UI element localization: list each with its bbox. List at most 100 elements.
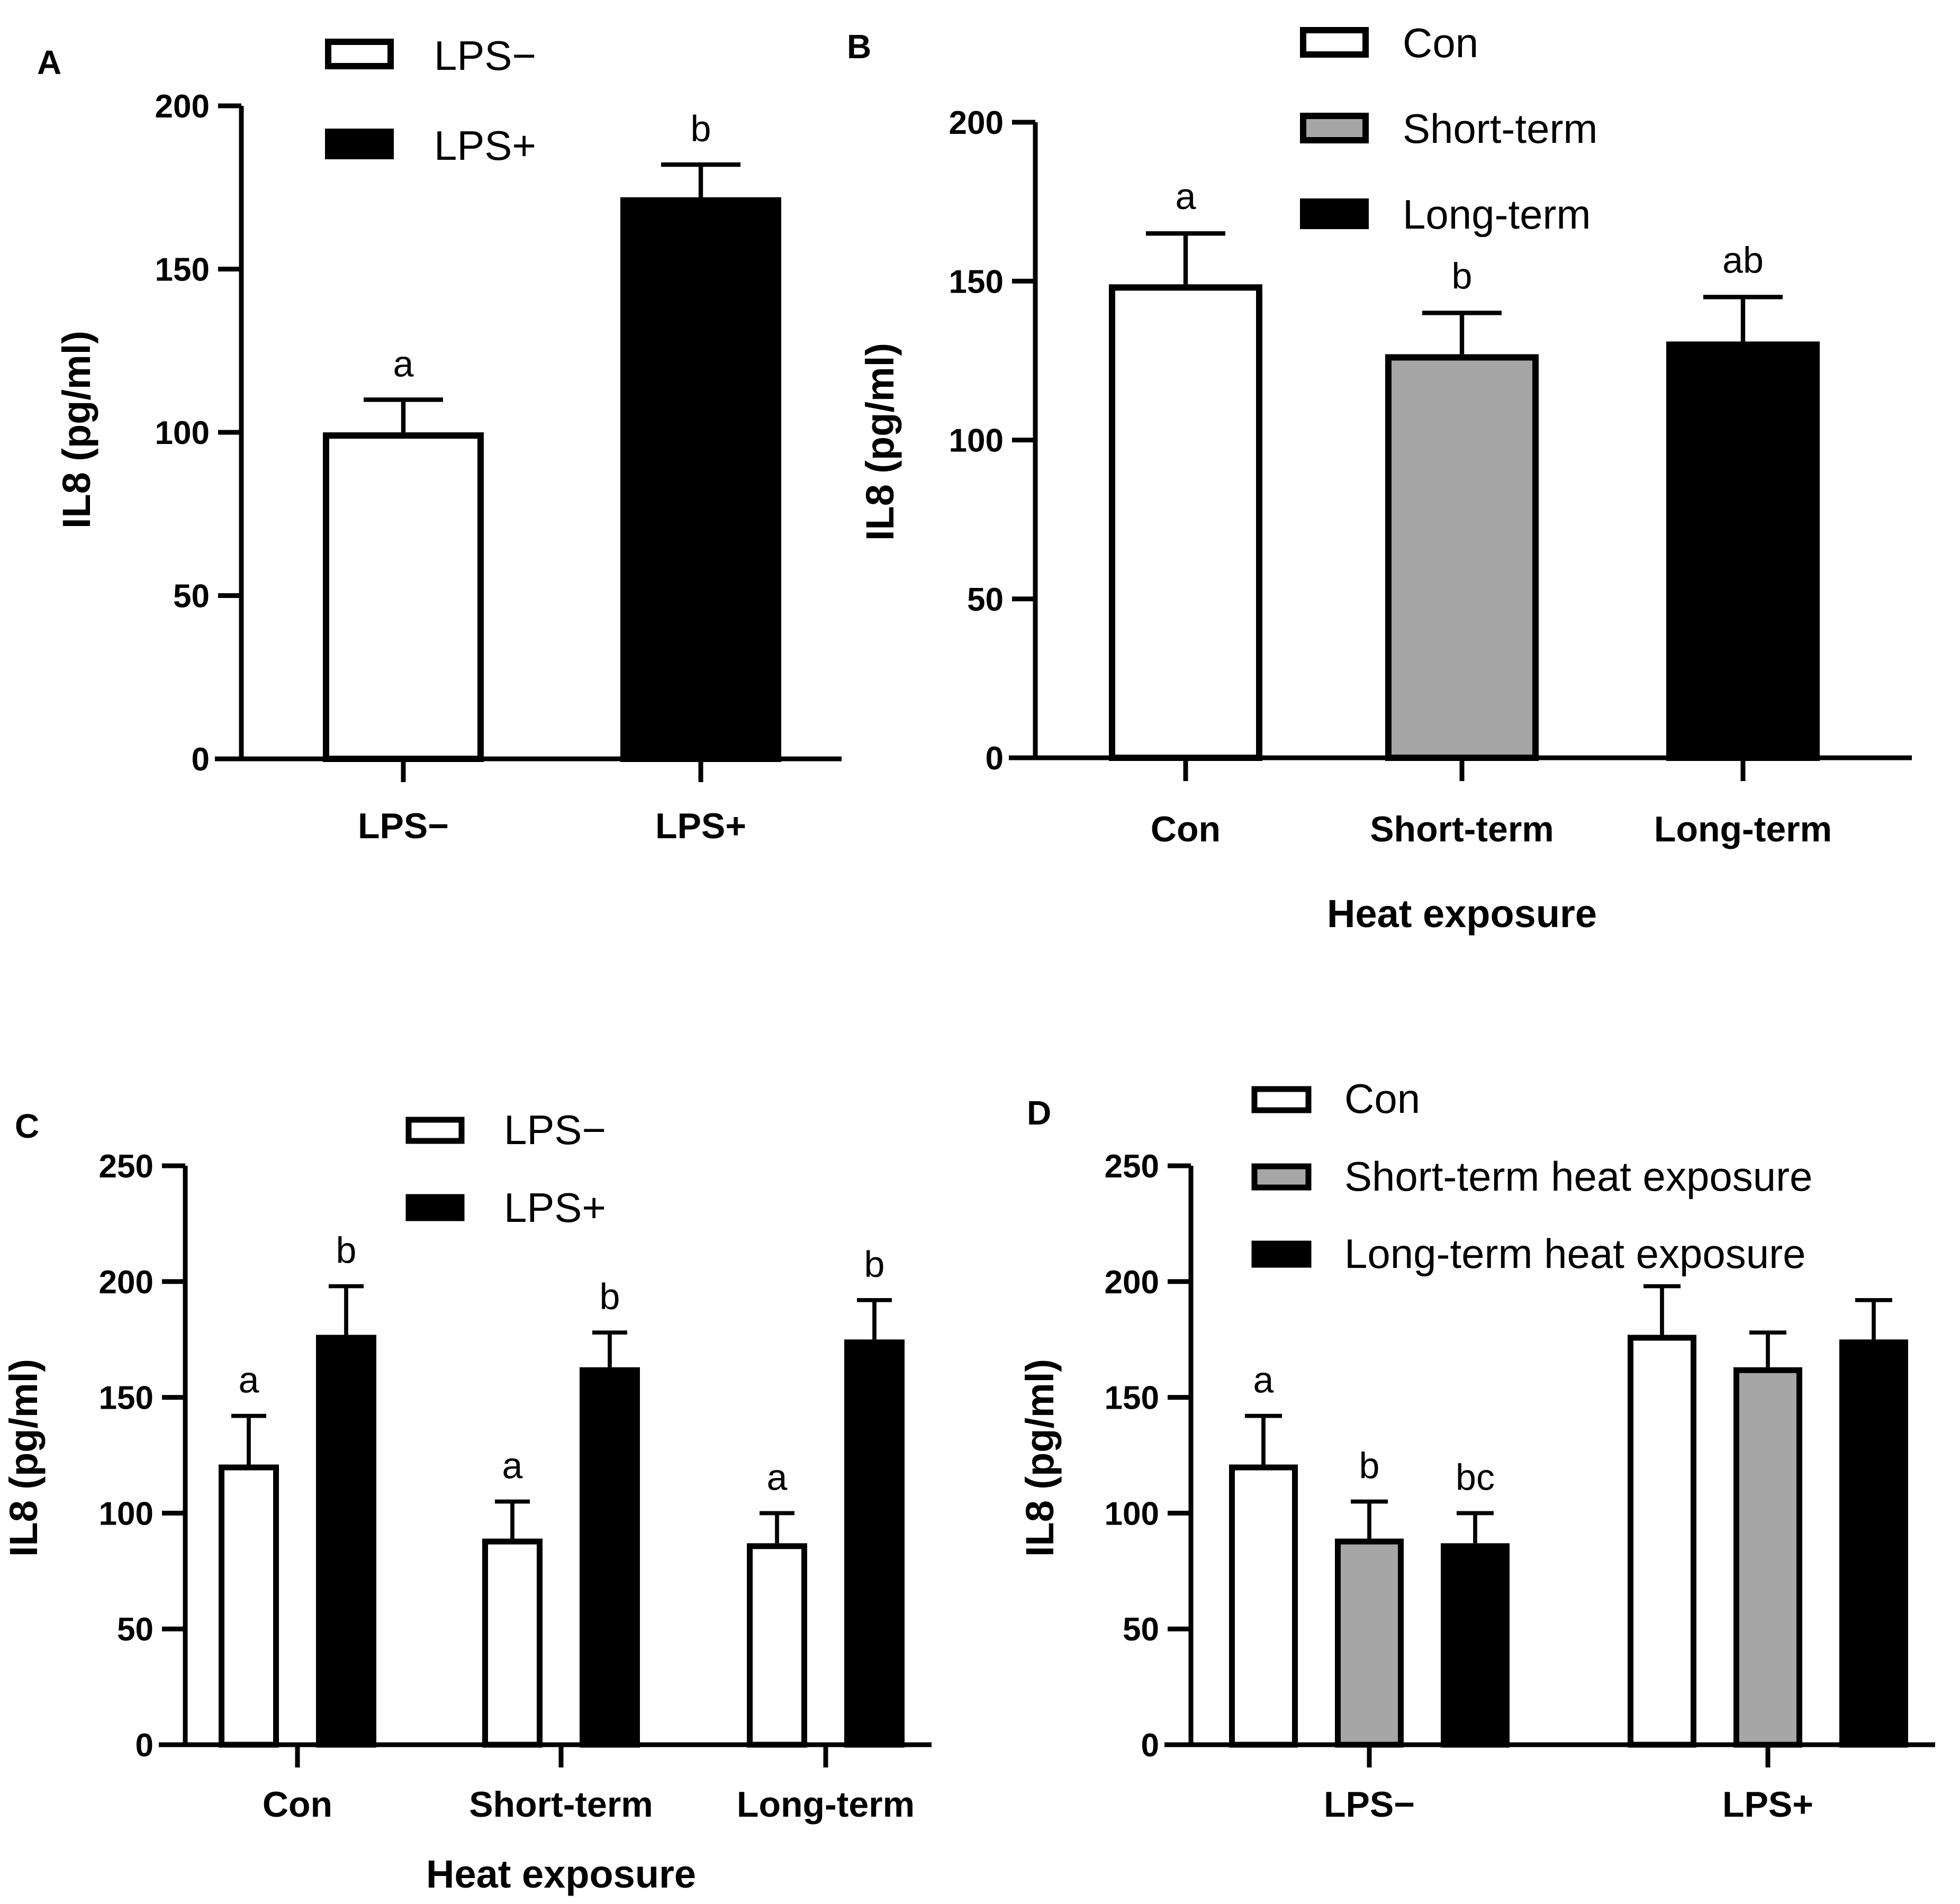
panel-b-bars: ab ab — [1109, 176, 1820, 761]
legend-label-lps-plus: LPS+ — [434, 122, 536, 169]
panel-c-significance-letter: b — [864, 1244, 885, 1285]
legend-label-lps-plus: LPS+ — [504, 1184, 606, 1231]
panel-b-category-label: Long-term — [1654, 809, 1832, 849]
panel-c-category-label: Short-term — [469, 1784, 653, 1825]
panel-d-y-tick-label: 200 — [1105, 1264, 1159, 1301]
panel-d-letter: D — [1027, 1094, 1051, 1132]
legend-swatch-lps-plus — [405, 1194, 465, 1221]
panel-a-y-tick-label: 0 — [192, 741, 210, 778]
panel-d-bars: a b bc — [1229, 1284, 1908, 1748]
legend-label-short-term: Short-term heat exposure — [1344, 1153, 1812, 1200]
legend-swatch-con — [1300, 27, 1369, 58]
panel-b-y-tick-label: 200 — [949, 105, 1004, 141]
panel-c-y-tick-label: 250 — [99, 1148, 153, 1185]
panel-d-significance-letter: bc — [1456, 1456, 1495, 1498]
panel-d-y-tick-label: 50 — [1123, 1611, 1159, 1648]
legend-swatch-short-term — [1251, 1163, 1312, 1191]
panel-a-significance-letter: b — [691, 108, 711, 149]
panel-d-y-tick-label: 0 — [1141, 1727, 1159, 1764]
panel-b-y-ticks: 0 50 100 150 200 — [949, 105, 1035, 777]
panel-b-significance-letter: b — [1452, 255, 1473, 296]
panel-a-letter: A — [37, 43, 61, 81]
legend-label-lps-minus: LPS− — [434, 32, 536, 79]
panel-c-y-tick-label: 150 — [99, 1380, 153, 1417]
panel-c-x-axis-title: Heat exposure — [426, 1852, 696, 1896]
panel-b-y-tick-label: 100 — [949, 423, 1004, 459]
panel-c-significance-letter: b — [600, 1276, 620, 1317]
panel-c-bars: a a a b b b — [219, 1230, 905, 1748]
panel-d-y-tick-label: 100 — [1105, 1495, 1159, 1532]
legend-label-con: Con — [1344, 1075, 1420, 1122]
panel-b-y-tick-label: 50 — [967, 582, 1004, 618]
legend-swatch-con — [1251, 1086, 1312, 1113]
panel-d-significance-letter: a — [1253, 1359, 1274, 1401]
legend-swatch-short-term — [1300, 113, 1369, 143]
panel-c-letter: C — [15, 1107, 39, 1145]
panel-d-category-label: LPS+ — [1722, 1784, 1813, 1825]
legend-swatch-lps-minus — [405, 1117, 465, 1144]
panel-b-legend: Con Short-term Long-term — [1300, 20, 1597, 238]
panel-b-significance-letter: a — [1176, 176, 1196, 217]
panel-c: C IL8 (pg/ml) 0 50 100 150 200 250 a a a b b b Con… — [2, 1107, 932, 1896]
panel-d-bar — [1628, 1335, 1696, 1748]
panel-d-y-tick-label: 250 — [1105, 1148, 1159, 1185]
panel-c-legend: LPS− LPS+ — [405, 1107, 606, 1231]
panel-c-y-ticks: 0 50 100 150 200 250 — [99, 1148, 185, 1764]
panel-b-category-label: Con — [1151, 809, 1221, 849]
legend-swatch-long-term — [1251, 1240, 1312, 1268]
panel-c-category-label: Long-term — [737, 1784, 915, 1825]
panel-d-y-ticks: 0 50 100 150 200 250 — [1105, 1148, 1191, 1764]
panel-a-category-label: LPS+ — [655, 806, 746, 846]
panel-b-x-axis-title: Heat exposure — [1327, 892, 1597, 936]
legend-swatch-lps-plus — [325, 129, 394, 159]
panel-a-y-tick-label: 150 — [155, 252, 210, 288]
legend-label-short-term: Short-term — [1403, 105, 1597, 152]
legend-label-lps-minus: LPS− — [504, 1107, 606, 1153]
panel-c-y-tick-label: 100 — [99, 1495, 153, 1532]
panel-d-bar — [1441, 1543, 1510, 1748]
panel-c-y-tick-label: 50 — [117, 1611, 153, 1648]
panel-a-y-axis-title: IL8 (pg/ml) — [55, 331, 98, 529]
panel-c-bar — [844, 1339, 905, 1748]
panel-b-y-axis-title: IL8 (pg/ml) — [858, 343, 902, 541]
panel-c-category-label: Con — [263, 1784, 332, 1825]
panel-a-y-tick-label: 200 — [155, 88, 210, 125]
panel-c-significance-letter: a — [239, 1359, 259, 1401]
legend-label-long-term: Long-term — [1403, 191, 1591, 238]
legend-label-con: Con — [1403, 20, 1478, 66]
panel-b-significance-letter: ab — [1722, 239, 1764, 280]
panel-a-legend: LPS− LPS+ — [325, 32, 536, 169]
panel-b-bar — [1109, 284, 1262, 761]
panel-b-y-tick-label: 150 — [949, 264, 1004, 300]
panel-d-category-label: LPS− — [1324, 1784, 1415, 1825]
panel-a-bars: ab — [323, 108, 781, 762]
panel-a-significance-letter: a — [393, 343, 414, 384]
legend-label-long-term: Long-term heat exposure — [1344, 1230, 1806, 1277]
panel-d-y-axis-title: IL8 (pg/ml) — [1018, 1359, 1062, 1557]
panel-c-bar — [482, 1538, 543, 1748]
panel-d-bar — [1733, 1367, 1802, 1748]
panel-c-bar — [580, 1367, 640, 1748]
panel-a-bar — [620, 197, 781, 762]
legend-swatch-lps-minus — [325, 39, 394, 69]
panel-a-bar — [323, 432, 484, 762]
panel-c-y-tick-label: 0 — [136, 1727, 153, 1764]
panel-c-significance-letter: a — [502, 1445, 523, 1486]
panel-c-y-axis-title: IL8 (pg/ml) — [2, 1359, 46, 1557]
panel-c-significance-letter: b — [336, 1230, 357, 1271]
panel-a-y-tick-label: 100 — [155, 415, 210, 451]
panel-a-y-ticks: 0 50 100 150 200 — [155, 88, 241, 778]
panel-b-bar — [1666, 341, 1820, 761]
panel-b-letter: B — [847, 28, 871, 66]
panel-d-bar — [1335, 1538, 1404, 1748]
panel-d-significance-letter: b — [1359, 1445, 1380, 1486]
panel-d-bar — [1839, 1339, 1908, 1748]
legend-swatch-long-term — [1300, 198, 1369, 229]
panel-c-y-tick-label: 200 — [99, 1264, 153, 1301]
panel-d-y-tick-label: 150 — [1105, 1380, 1159, 1417]
panel-c-significance-letter: a — [767, 1456, 788, 1498]
panel-c-bar — [747, 1543, 807, 1748]
